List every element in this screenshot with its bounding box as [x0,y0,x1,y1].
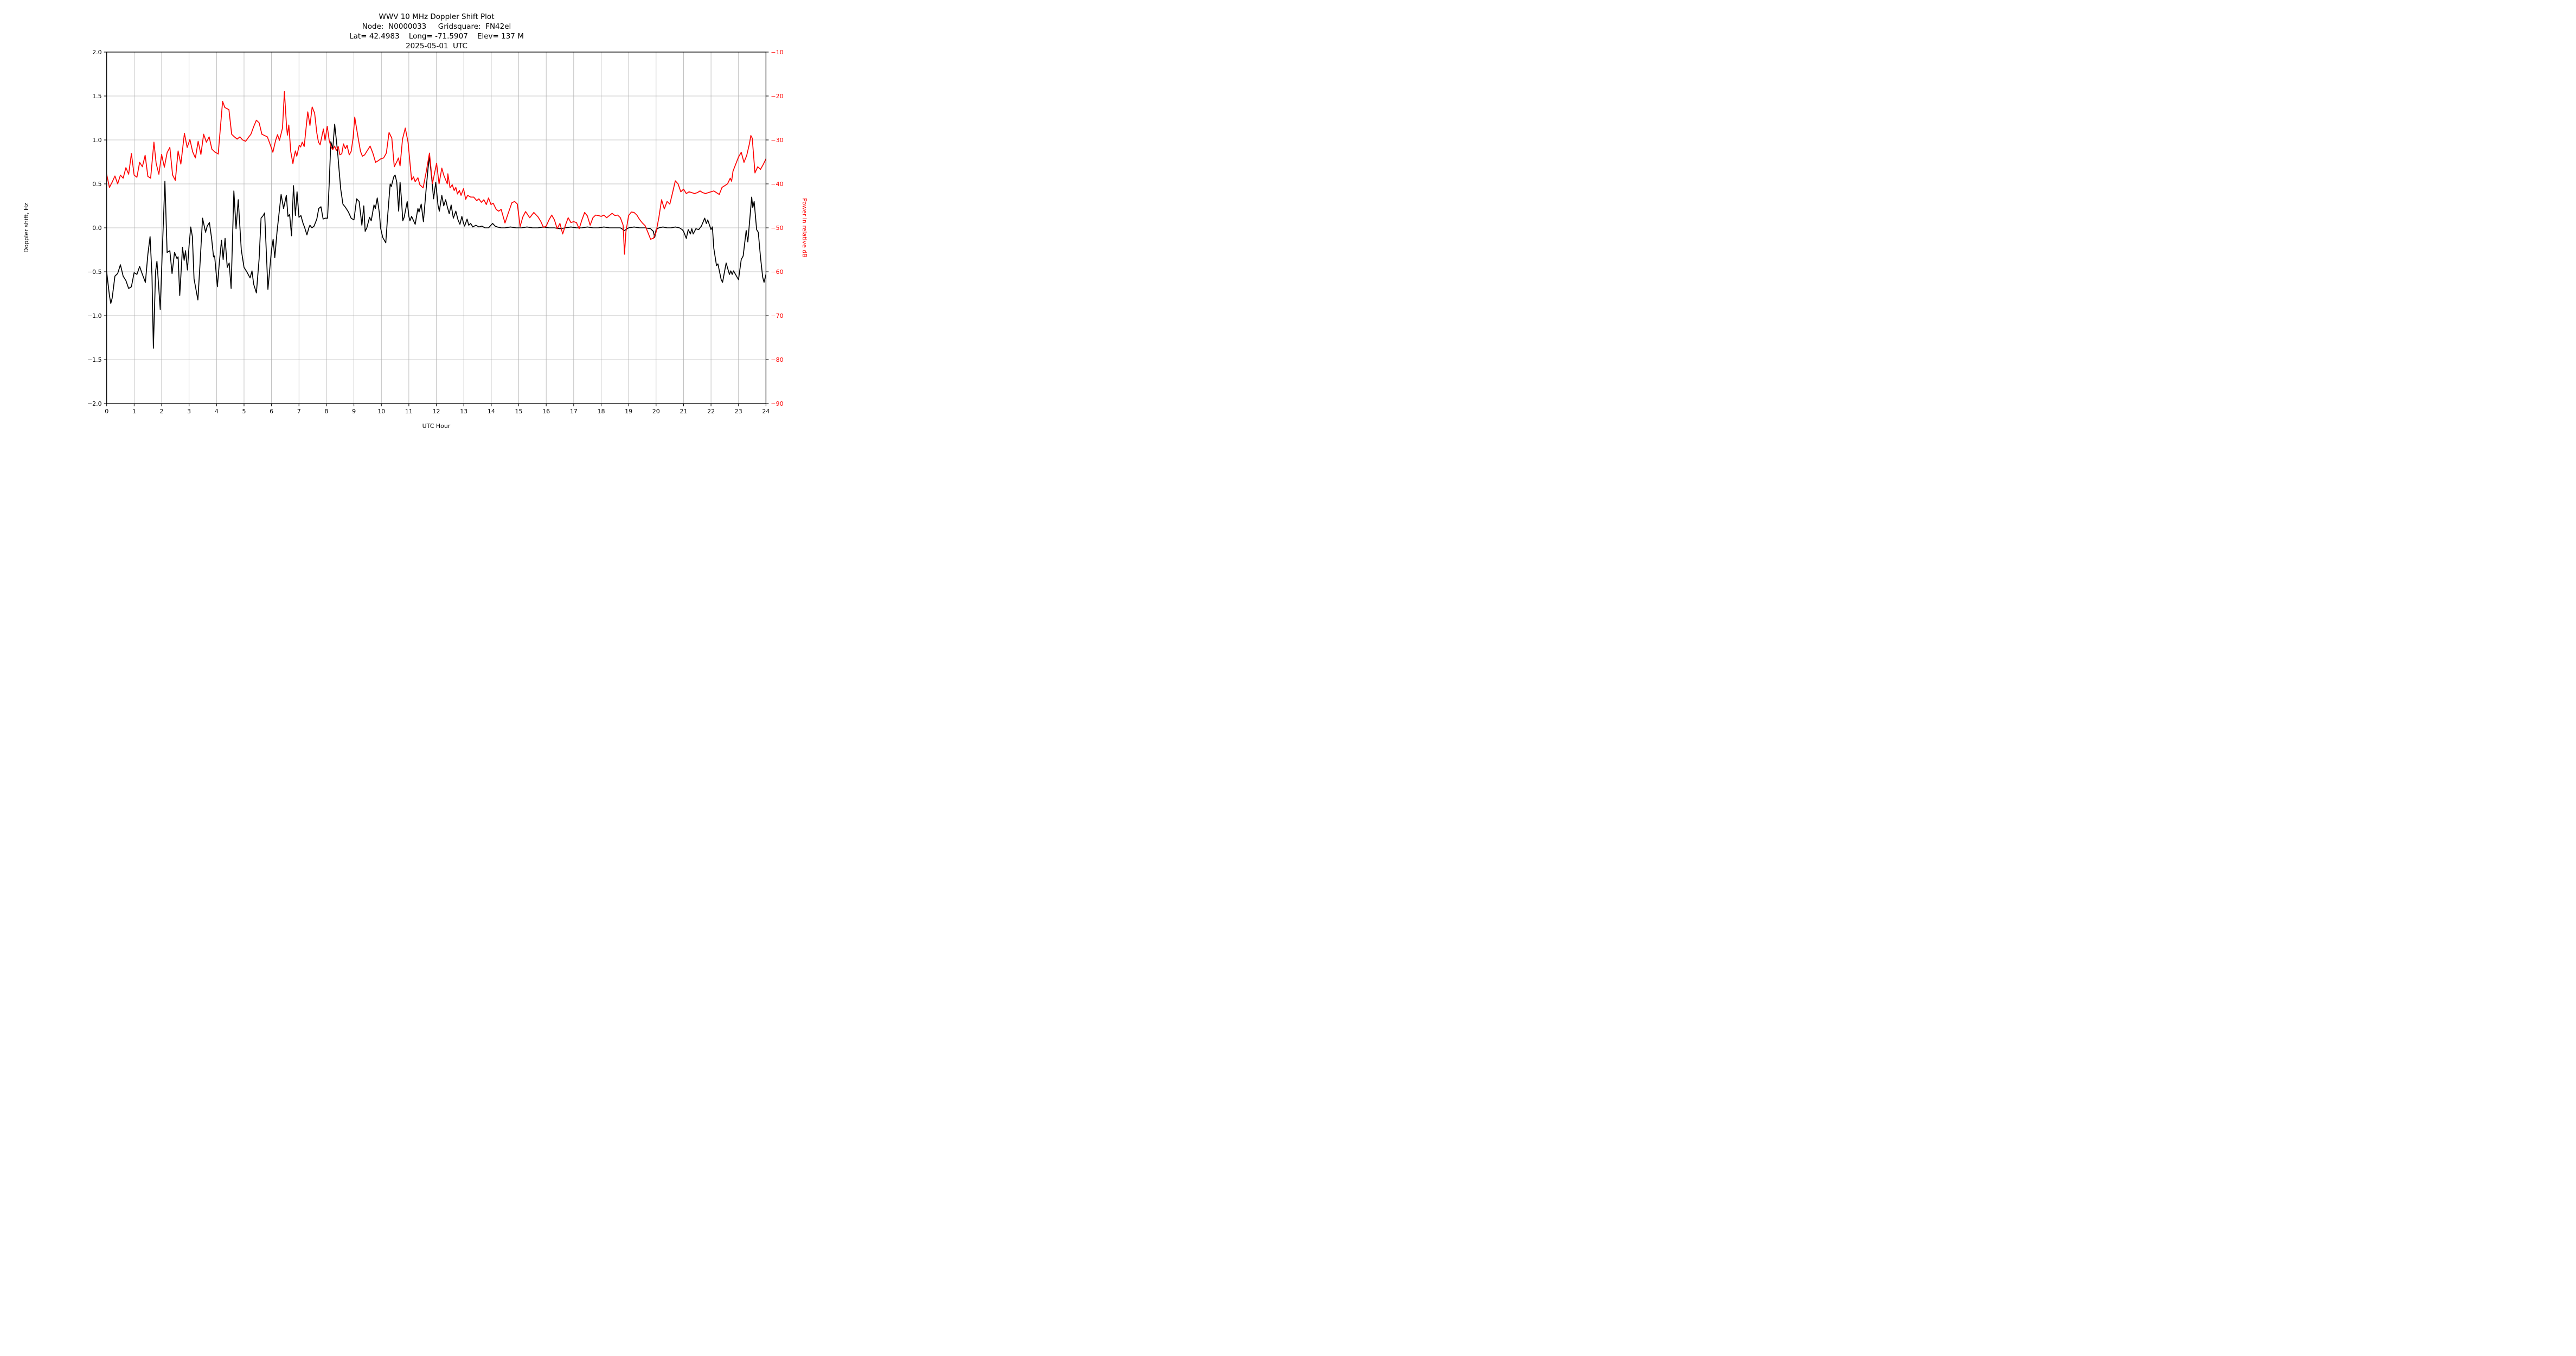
y-left-tick-label: 1.0 [92,137,102,144]
chart-subtitle-location: Lat= 42.4983 Long= -71.5907 Elev= 137 M [349,32,524,41]
figure: WWV 10 MHz Doppler Shift Plot Node: N000… [0,0,850,447]
y-right-tick-label: −40 [771,181,783,188]
x-tick-label: 11 [405,408,413,415]
x-tick-label: 0 [105,408,108,415]
y-right-tick-label: −30 [771,137,783,144]
x-tick-label: 18 [597,408,605,415]
x-tick-label: 4 [215,408,219,415]
doppler-shift-plot: 0 1 2 3 4 5 6 7 8 9 10 11 12 13 14 15 16 17 18 19 20 21 22 23 24… [23,49,808,430]
x-tick-label: 15 [515,408,523,415]
y-right-tick-label: −10 [771,49,783,56]
y-right-tick-label: −50 [771,225,783,232]
y-left-tick-label: −1.5 [87,356,102,363]
title-block: WWV 10 MHz Doppler Shift Plot Node: N000… [107,12,766,51]
chart-title: WWV 10 MHz Doppler Shift Plot [379,12,495,21]
x-tick-label: 12 [433,408,440,415]
x-tick-label: 22 [707,408,715,415]
y-left-tick-label: 0.5 [92,181,102,188]
y-right-tick-label: −70 [771,312,783,319]
x-tick-label: 21 [680,408,687,415]
y-right-tick-label: −20 [771,93,783,100]
x-tick-label: 13 [460,408,467,415]
series-lines [106,91,766,349]
bottom-axis-label: UTC Hour [422,423,451,430]
x-tick-label: 19 [625,408,632,415]
y-right-tick-label: −60 [771,268,783,276]
tick-labels: 0 1 2 3 4 5 6 7 8 9 10 11 12 13 14 15 16 17 18 19 20 21 22 23 24… [87,49,784,415]
x-tick-label: 9 [352,408,356,415]
y-left-tick-label: 2.0 [92,49,102,56]
axes-ticks [104,52,769,407]
x-tick-label: 17 [570,408,578,415]
x-tick-label: 24 [762,408,770,415]
x-tick-label: 14 [488,408,495,415]
x-tick-label: 6 [270,408,273,415]
y-left-tick-label: −0.5 [87,268,102,276]
right-axis-label: Power in relative dB [801,198,808,258]
y-left-tick-label: −1.0 [87,312,102,319]
y-right-tick-label: −80 [771,356,783,363]
x-tick-label: 5 [242,408,246,415]
doppler_shift_hz-line [106,124,766,349]
x-tick-label: 23 [735,408,742,415]
x-tick-label: 8 [324,408,328,415]
chart-subtitle-date: 2025-05-01 UTC [406,42,467,50]
y-left-tick-label: −2.0 [87,400,102,407]
x-tick-label: 7 [297,408,301,415]
x-tick-label: 16 [542,408,550,415]
x-tick-label: 2 [160,408,164,415]
chart-subtitle-node: Node: N0000033 Gridsquare: FN42el [362,22,511,31]
power_relative_db-line [106,91,766,255]
y-left-tick-label: 0.0 [92,225,102,232]
x-tick-label: 1 [132,408,136,415]
x-tick-label: 20 [652,408,660,415]
x-tick-label: 3 [187,408,191,415]
y-right-tick-label: −90 [771,400,783,407]
left-axis-label: Doppler shift, Hz [23,203,30,253]
x-tick-label: 10 [377,408,385,415]
y-left-tick-label: 1.5 [92,93,102,100]
